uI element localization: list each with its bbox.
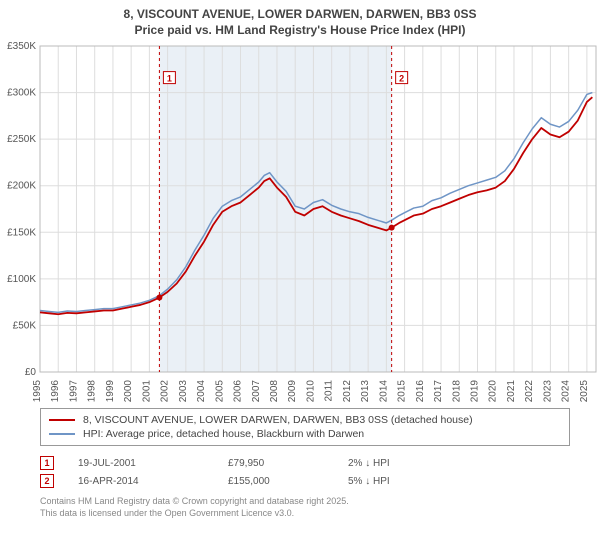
x-tick-label: 1996 [50,380,61,402]
x-tick-label: 1995 [32,380,43,402]
x-tick-label: 2005 [214,380,225,402]
x-tick-label: 2011 [324,380,335,402]
title-line1: 8, VISCOUNT AVENUE, LOWER DARWEN, DARWEN… [124,7,477,21]
x-tick-label: 2023 [542,380,553,402]
transaction-row: 2 16-APR-2014£155,0005% ↓ HPI [40,472,570,490]
x-tick-label: 1998 [87,380,98,402]
x-tick-label: 2012 [342,380,353,402]
legend-swatch [49,419,75,421]
x-tick-label: 2010 [305,380,316,402]
x-tick-label: 2003 [178,380,189,402]
transaction-marker [389,225,395,231]
footer-line1: Contains HM Land Registry data © Crown c… [40,496,349,506]
x-tick-label: 2013 [360,380,371,402]
transaction-marker [156,295,162,301]
transaction-row: 1 19-JUL-2001£79,9502% ↓ HPI [40,454,570,472]
x-tick-label: 2021 [506,380,517,402]
x-tick-label: 2007 [251,380,262,402]
transaction-price: £79,950 [228,458,348,469]
x-tick-label: 2000 [123,380,134,402]
transaction-badge: 1 [40,456,54,470]
y-tick-label: £300K [7,88,36,99]
y-tick-label: £150K [7,228,36,239]
legend-swatch [49,433,75,435]
y-tick-label: £50K [13,321,37,332]
transaction-badge: 2 [40,474,54,488]
x-tick-label: 2015 [397,380,408,402]
x-tick-label: 2024 [561,380,572,402]
x-tick-label: 2018 [451,380,462,402]
legend-item: HPI: Average price, detached house, Blac… [47,427,563,441]
x-tick-label: 1999 [105,380,116,402]
y-tick-label: £250K [7,135,36,146]
legend-label: 8, VISCOUNT AVENUE, LOWER DARWEN, DARWEN… [83,414,473,426]
x-tick-label: 2009 [287,380,298,402]
transaction-diff: 5% ↓ HPI [348,476,468,487]
x-tick-label: 2008 [269,380,280,402]
chart-svg: £0 £50K £100K £150K £200K £250K £300K £350K 1995… [0,42,600,402]
footer-line2: This data is licensed under the Open Gov… [40,508,294,518]
x-tick-label: 2020 [488,380,499,402]
x-tick-label: 2001 [141,380,152,402]
y-tick-label: £350K [7,42,36,52]
title-line2: Price paid vs. HM Land Registry's House … [135,23,466,37]
x-tick-label: 2014 [378,380,389,402]
x-tick-label: 2004 [196,380,207,402]
chart-title: 8, VISCOUNT AVENUE, LOWER DARWEN, DARWEN… [0,6,600,38]
y-tick-label: £0 [25,367,37,378]
x-tick-label: 2016 [415,380,426,402]
x-tick-label: 2019 [470,380,481,402]
x-tick-label: 2006 [233,380,244,402]
transaction-date: 16-APR-2014 [78,476,228,487]
x-tick-label: 1997 [68,380,79,402]
x-tick-label: 2025 [579,380,590,402]
guide-badge-label: 1 [167,74,172,84]
x-tick-label: 2002 [160,380,171,402]
y-tick-label: £200K [7,181,36,192]
footer: Contains HM Land Registry data © Crown c… [40,496,570,519]
legend-item: 8, VISCOUNT AVENUE, LOWER DARWEN, DARWEN… [47,413,563,427]
x-tick-label: 2022 [524,380,535,402]
x-tick-label: 2017 [433,380,444,402]
y-tick-label: £100K [7,274,36,285]
transaction-date: 19-JUL-2001 [78,458,228,469]
transaction-price: £155,000 [228,476,348,487]
guide-badge-label: 2 [399,74,404,84]
legend-label: HPI: Average price, detached house, Blac… [83,428,364,440]
plot-area: £0 £50K £100K £150K £200K £250K £300K £350K 1995… [0,42,600,402]
transaction-diff: 2% ↓ HPI [348,458,468,469]
legend: 8, VISCOUNT AVENUE, LOWER DARWEN, DARWEN… [40,408,570,446]
transactions-table: 1 19-JUL-2001£79,9502% ↓ HPI 2 16-APR-2014£… [40,454,570,490]
shaded-range [159,46,391,372]
